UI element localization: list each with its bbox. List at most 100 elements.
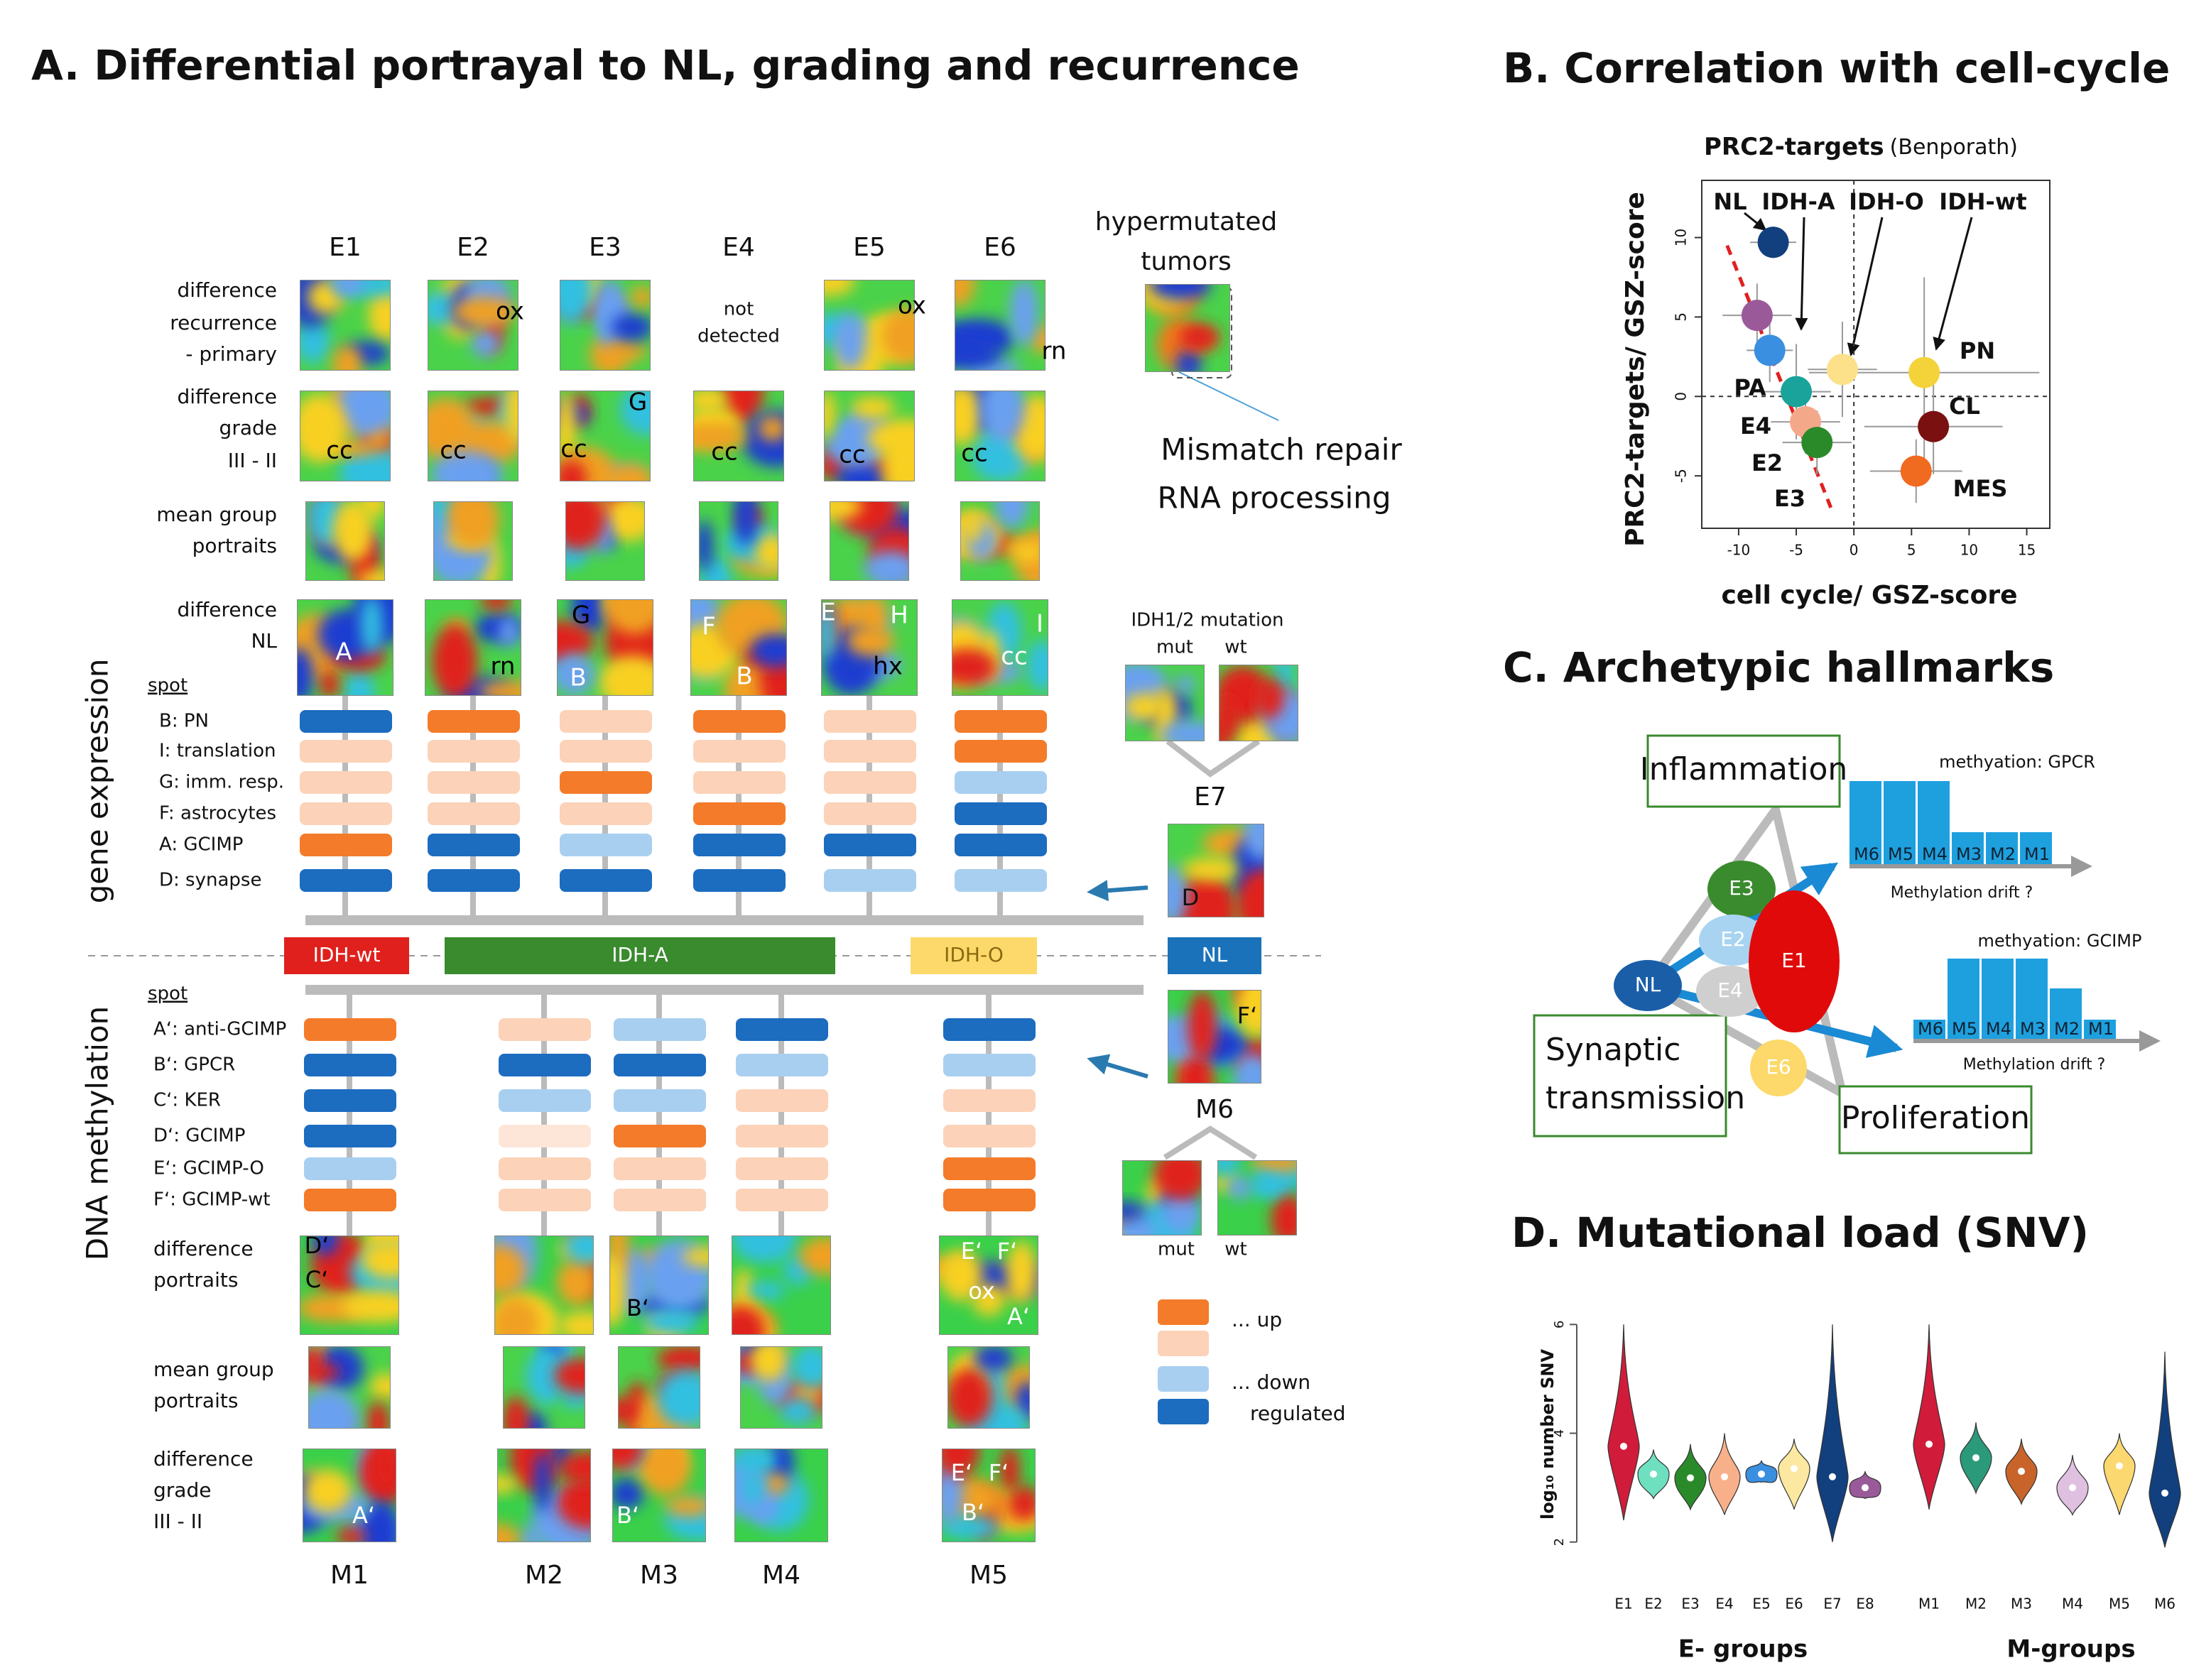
blob	[1188, 990, 1217, 1062]
violin	[1913, 1324, 1945, 1510]
spot-bar	[304, 1054, 396, 1076]
x-tick-label: 5	[1907, 542, 1916, 559]
label: wt	[1224, 637, 1246, 658]
column-label: M3	[640, 1561, 678, 1590]
blob	[657, 1346, 700, 1373]
blob	[792, 1346, 822, 1388]
legend-label: regulated	[1250, 1402, 1346, 1425]
blob	[699, 519, 713, 572]
bar-xlabel: Methylation drift ?	[1963, 1056, 2106, 1074]
blob	[313, 1236, 339, 1256]
portrait	[1125, 665, 1205, 741]
spot-bar	[693, 834, 786, 856]
spot-bar	[693, 869, 786, 892]
blob	[560, 460, 587, 481]
median	[1758, 1470, 1765, 1478]
point	[1757, 227, 1789, 258]
spot-bar	[943, 1054, 1036, 1076]
bar	[1913, 1020, 1945, 1041]
blob	[360, 599, 383, 655]
blob	[659, 1449, 682, 1476]
x-tick-label: E7	[1823, 1596, 1841, 1613]
x-tick-label: -10	[1727, 542, 1751, 559]
blob	[565, 501, 605, 550]
blob	[303, 1469, 352, 1512]
violin	[1607, 1324, 1640, 1521]
blob	[1122, 1215, 1157, 1236]
spot-bar	[943, 1125, 1036, 1147]
y-tick-label: 10	[1673, 229, 1690, 246]
blob	[979, 391, 1025, 442]
spot-header: spot	[148, 983, 188, 1005]
point	[1918, 410, 1950, 442]
blob	[369, 1449, 396, 1495]
portrait	[734, 1449, 828, 1542]
blob	[558, 1311, 594, 1335]
blob	[955, 391, 982, 445]
blob	[431, 451, 503, 481]
trend-line	[1725, 244, 1833, 508]
blob	[335, 391, 391, 434]
spot-bar	[300, 869, 392, 892]
spot-label: E‘: GCIMP-O	[153, 1158, 264, 1179]
panel-title: C. Archetypic hallmarks	[1503, 643, 2054, 692]
label: mut	[1158, 1239, 1195, 1260]
hallmark-label: transmission	[1546, 1080, 1745, 1116]
portrait	[821, 599, 918, 696]
blob	[308, 1348, 322, 1373]
portrait-annotation: E	[820, 599, 835, 627]
arrow	[1933, 217, 1973, 351]
portrait	[1122, 1160, 1202, 1236]
portrait-annotation: cc	[440, 437, 466, 465]
blob	[560, 392, 577, 464]
blob	[1182, 857, 1239, 882]
bar	[2016, 959, 2048, 1041]
blob	[1149, 284, 1212, 300]
blob	[612, 1449, 643, 1471]
panel-title: A. Differential portrayal to NL, grading…	[31, 41, 1300, 89]
spot-label: B: PN	[159, 711, 209, 732]
portrait	[557, 599, 653, 696]
spot-bar	[824, 771, 916, 794]
spot-bar	[300, 710, 392, 733]
spot-bar	[300, 771, 392, 794]
panel-title: B. Correlation with cell-cycle	[1503, 44, 2170, 92]
x-tick-label: E3	[1681, 1596, 1699, 1613]
blob	[1235, 990, 1261, 1038]
archetype-node	[1749, 890, 1840, 1032]
median	[1925, 1440, 1933, 1448]
bar-title: methyation: GPCR	[1939, 752, 2095, 772]
portrait	[497, 1449, 591, 1542]
portrait-annotation: I	[1036, 610, 1043, 638]
blob	[308, 1388, 360, 1429]
x-tick-label: M5	[2109, 1596, 2130, 1613]
point	[1826, 354, 1858, 386]
bar-xlabel: Methylation drift ?	[1891, 884, 2033, 902]
archetype-node	[1707, 861, 1776, 917]
spot-bar	[614, 1189, 706, 1211]
panel-title: D. Mutational load (SNV)	[1511, 1209, 2089, 1257]
portrait	[1217, 1160, 1297, 1236]
point	[1900, 455, 1932, 487]
blob	[1122, 1201, 1146, 1221]
blob	[336, 1527, 366, 1542]
spot-bar	[304, 1189, 396, 1211]
portrait	[1168, 990, 1261, 1084]
subtitle-rest: (Benporath)	[1890, 135, 2018, 160]
bar-label: M2	[2054, 1019, 2080, 1039]
blob	[497, 1523, 521, 1542]
bar-label: M5	[1952, 1019, 1977, 1039]
node-label: E2	[1720, 927, 1746, 951]
median	[2069, 1484, 2076, 1492]
spot-bar	[693, 710, 786, 733]
median	[1862, 1484, 1869, 1492]
blob	[1219, 697, 1239, 741]
spot-bar	[304, 1018, 396, 1041]
blob	[779, 1397, 817, 1425]
blob	[618, 1397, 640, 1424]
row-label: difference	[177, 385, 277, 408]
portrait	[1168, 824, 1264, 917]
spot-label: C‘: KER	[153, 1090, 221, 1111]
point	[1781, 376, 1813, 408]
blob	[1173, 873, 1237, 917]
